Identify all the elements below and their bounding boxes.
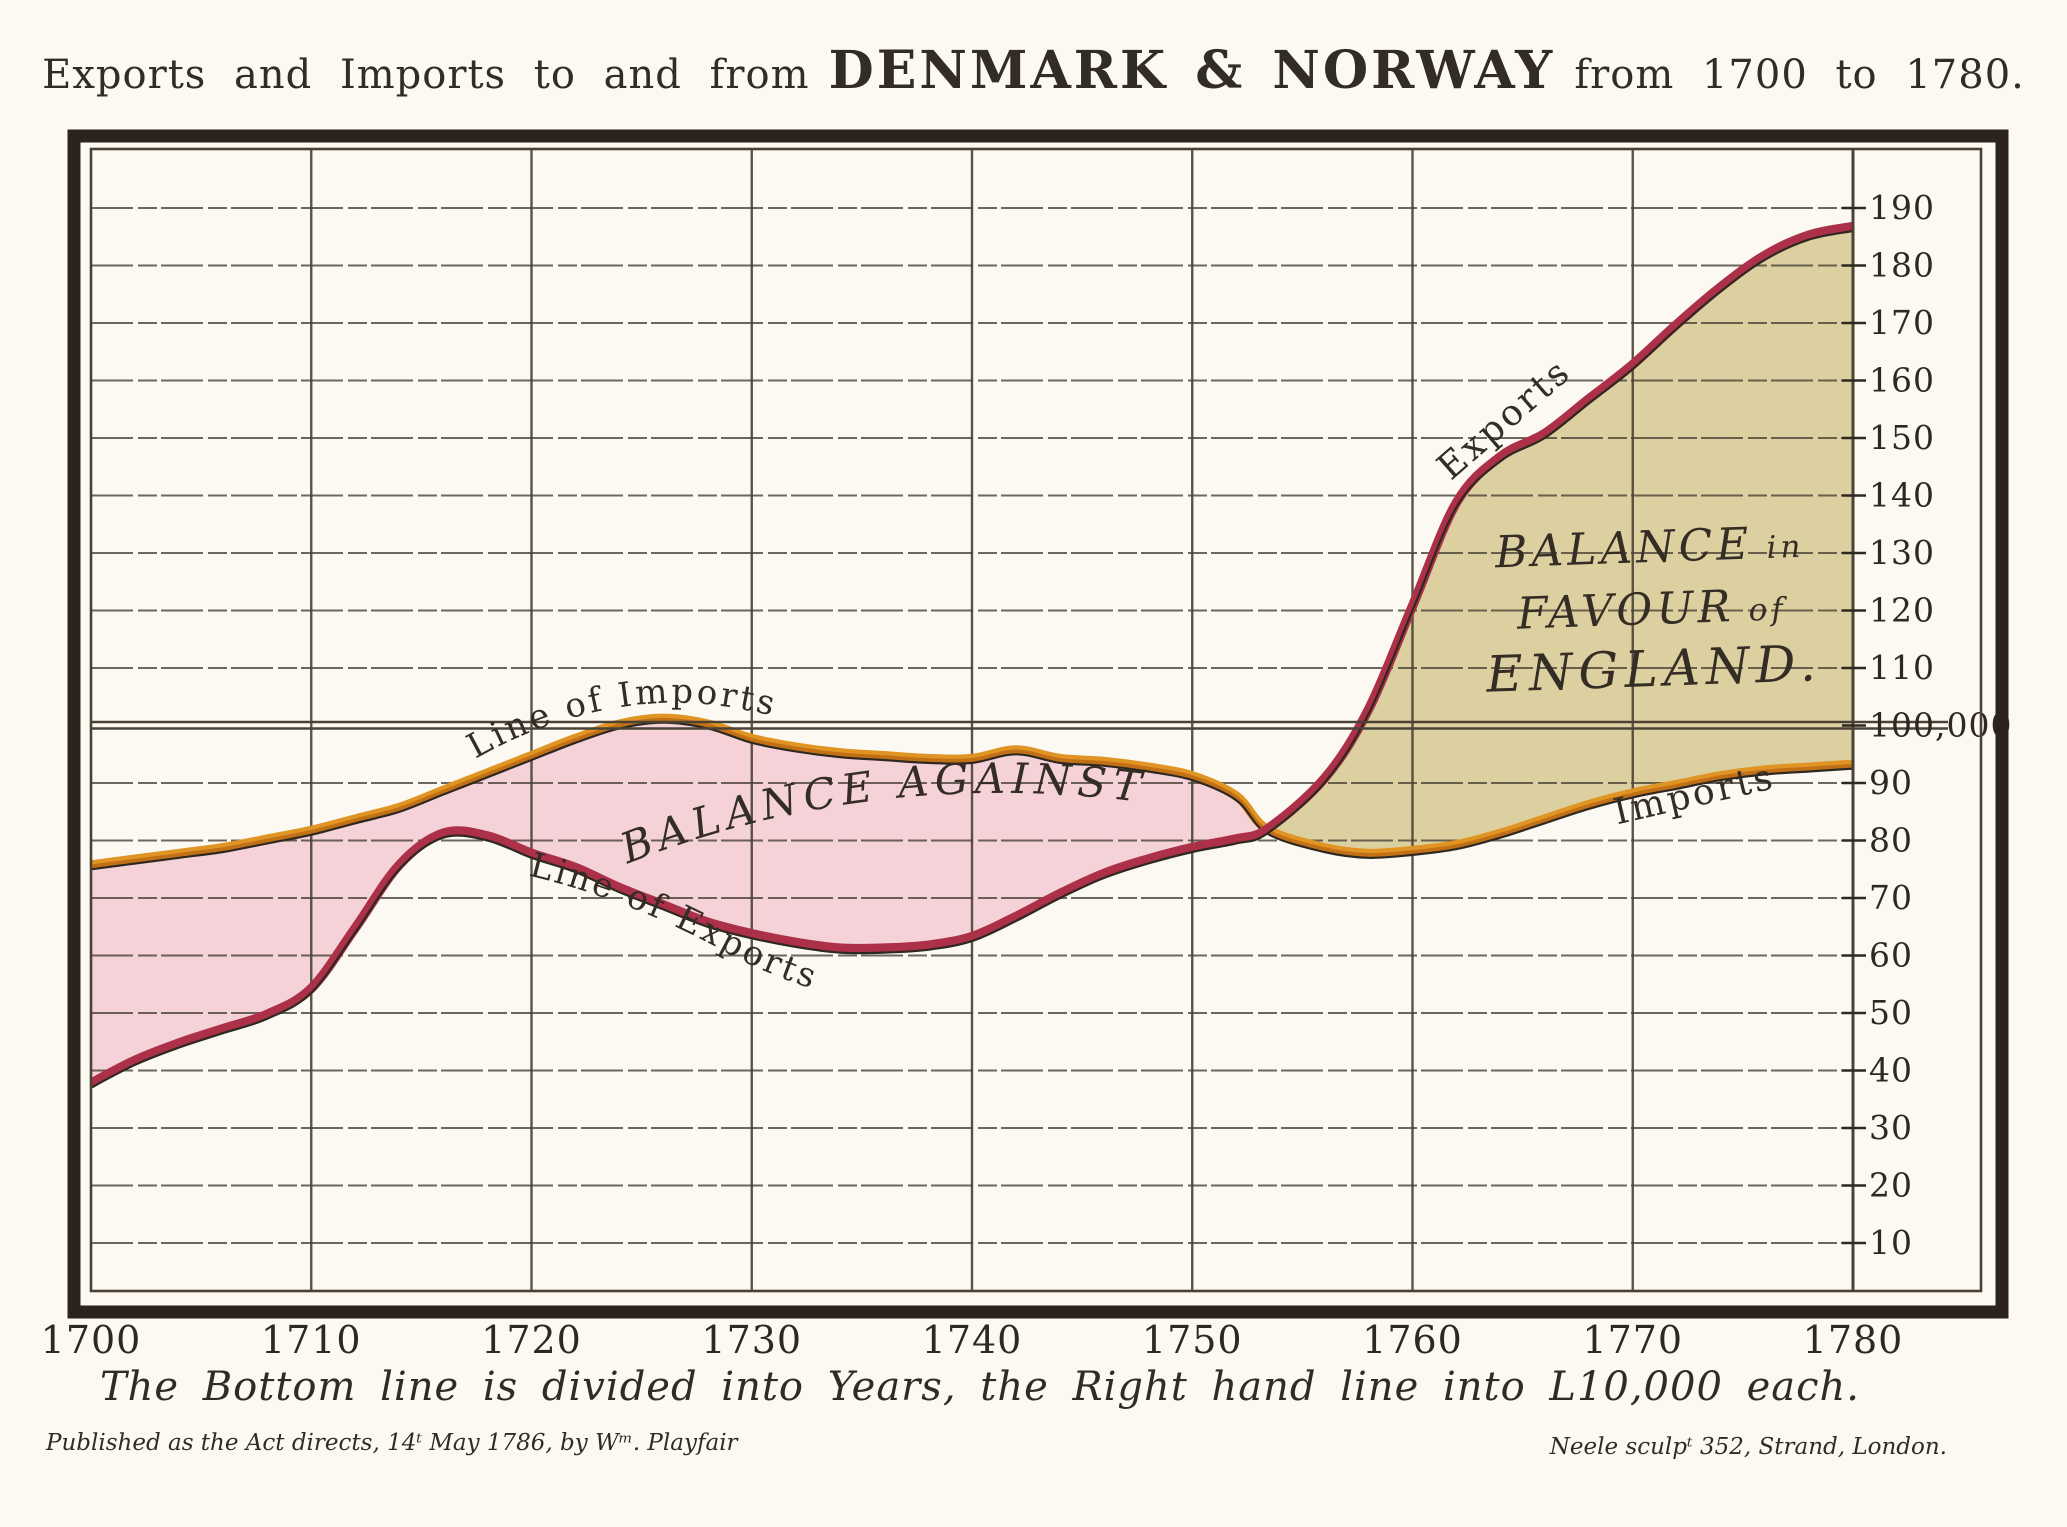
- chart-caption: The Bottom line is divided into Years, t…: [99, 1364, 1861, 1410]
- exports-line-band: [91, 221, 1853, 1089]
- plot-area: [91, 149, 1853, 1291]
- chart-title: Exports and Imports to and from DENMARK …: [0, 40, 2067, 101]
- y-tick-label: 120: [1869, 591, 1935, 630]
- balance-favour-line: FAVOUR of: [1515, 579, 1789, 639]
- y-tick-label: 60: [1869, 936, 1913, 975]
- balance-favour-line: BALANCE in: [1493, 517, 1805, 579]
- y-tick-label: 30: [1869, 1108, 1913, 1147]
- publisher-credit: Published as the Act directs, 14ᵗ May 17…: [46, 1430, 738, 1456]
- x-tick-label: 1760: [1362, 1318, 1463, 1362]
- y-tick-label: 110: [1869, 648, 1935, 687]
- chart-title-lead: Exports and Imports to and from: [42, 52, 810, 98]
- y-tick-label: 140: [1869, 476, 1935, 515]
- engraver-credit: Neele sculpᵗ 352, Strand, London.: [1549, 1434, 1947, 1460]
- y-tick-label: 130: [1869, 533, 1935, 572]
- outer-frame: [67, 129, 2009, 1319]
- x-tick-label: 1780: [1802, 1318, 1904, 1362]
- x-tick-label: 1750: [1141, 1318, 1243, 1362]
- y-tick-label: 190: [1869, 188, 1935, 227]
- x-tick-label: 1770: [1582, 1318, 1684, 1362]
- imports-line-band-core: [91, 717, 1853, 869]
- y-tick-label: 170: [1869, 303, 1935, 342]
- y-tick-label: 90: [1869, 763, 1913, 802]
- x-tick-label: 1730: [701, 1318, 803, 1362]
- y-tick-label: 150: [1869, 418, 1935, 457]
- x-tick-label: 1720: [481, 1318, 582, 1362]
- y-tick-label: 80: [1869, 821, 1913, 860]
- chart-title-countries: DENMARK & NORWAY: [828, 40, 1556, 101]
- y-tick-label: 70: [1869, 878, 1913, 917]
- x-tick-label: 1700: [40, 1318, 142, 1362]
- gridlines: [91, 149, 1853, 1291]
- y-tick-label: 10: [1869, 1223, 1913, 1262]
- y-tick-label-100000: 100,000: [1869, 706, 2012, 745]
- y-tick-label: 20: [1869, 1166, 1913, 1205]
- y-tick-label: 180: [1869, 246, 1935, 285]
- x-tick-label: 1710: [260, 1318, 362, 1362]
- imports-line-ink: [91, 721, 1853, 871]
- y-tick-label: 40: [1869, 1051, 1913, 1090]
- x-axis-labels: 1700 1710 1720 1730 1740 1750 1760 1770 1780: [0, 1318, 2067, 1364]
- inner-frame: [89, 147, 1983, 1293]
- chart-title-years: from 1700 to 1780.: [1574, 52, 2025, 98]
- exports-line-ink: [91, 229, 1853, 1089]
- balance-favour-line: ENGLAND.: [1484, 634, 1822, 704]
- x-tick-label: 1740: [921, 1318, 1023, 1362]
- y-tick-label: 160: [1869, 361, 1935, 400]
- y-tick-label: 50: [1869, 993, 1913, 1032]
